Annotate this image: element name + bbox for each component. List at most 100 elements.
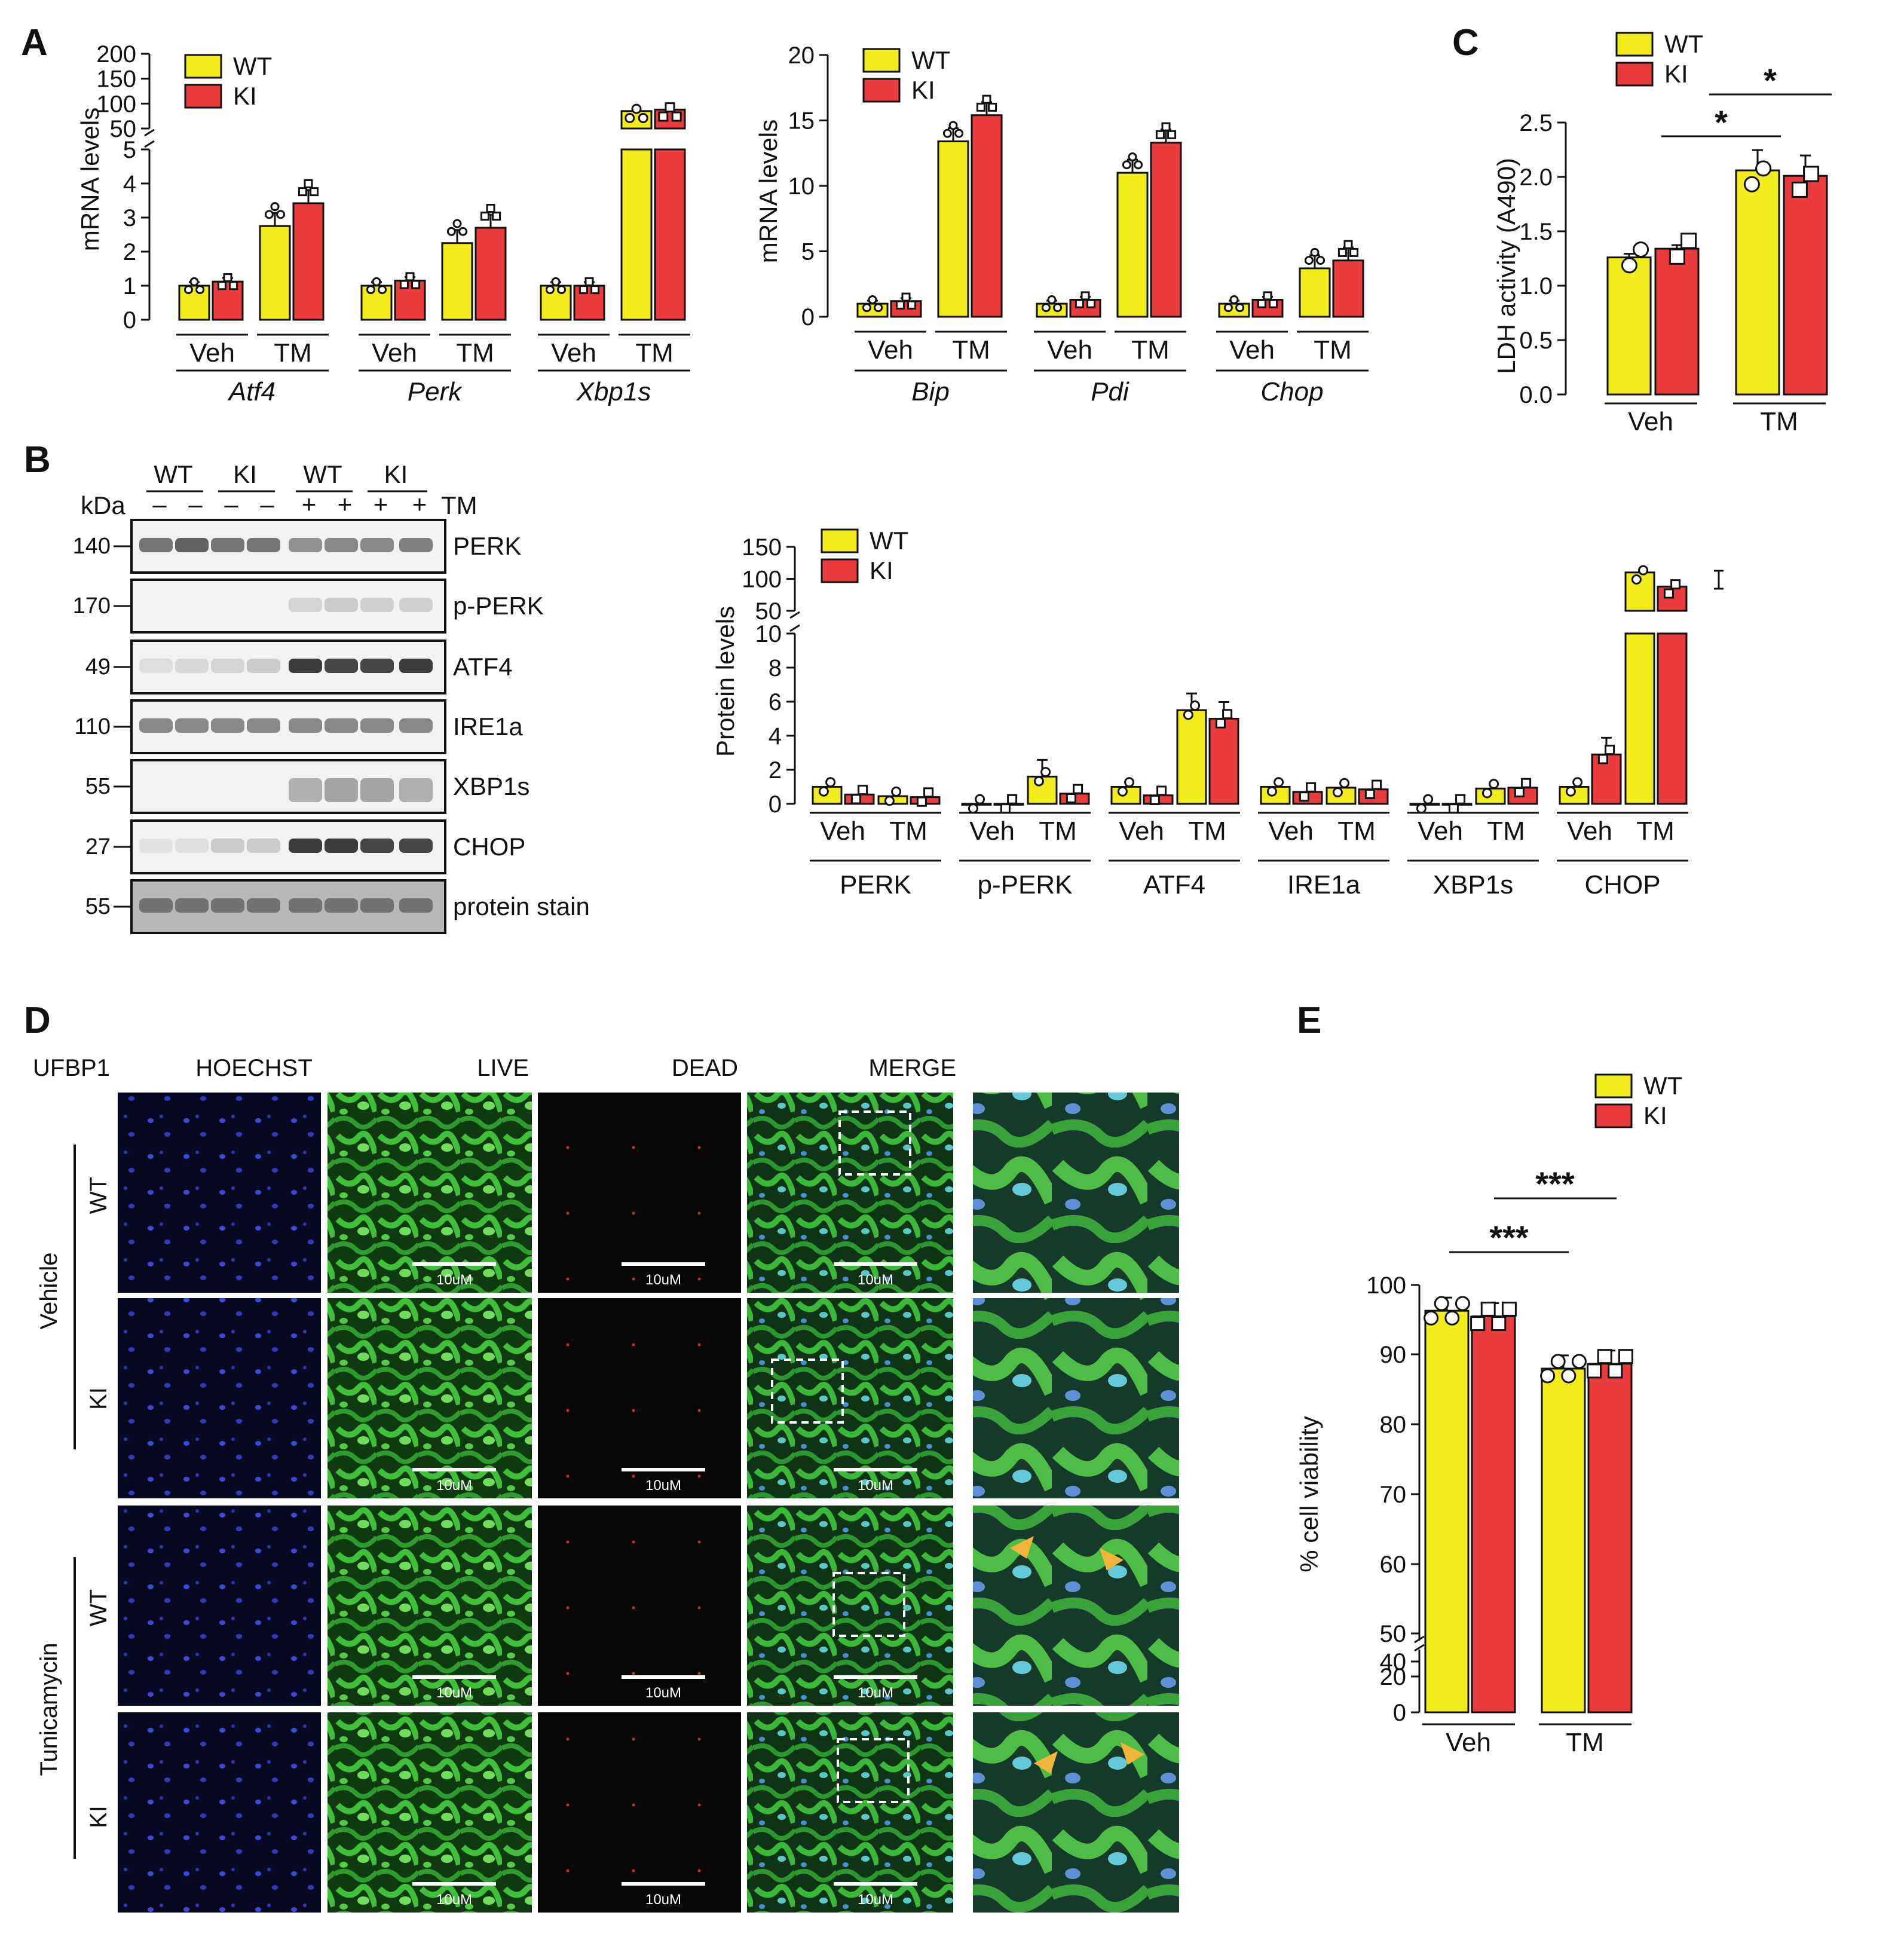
bar-wt <box>1036 302 1068 318</box>
data-point <box>874 303 883 313</box>
significance-label: *** <box>1535 1165 1575 1203</box>
column-header-dead: DEAD <box>672 1055 738 1081</box>
y-tick-label: 10 <box>788 173 815 200</box>
data-point <box>1190 700 1201 711</box>
zoom-region-box <box>771 1358 844 1424</box>
condition-label-vehicle: Vehicle <box>36 1253 62 1330</box>
scale-bar-label: 10uM <box>436 1477 472 1494</box>
axis-break-mark <box>1414 1635 1425 1644</box>
bar-ki <box>1208 718 1239 805</box>
data-point <box>229 281 238 290</box>
data-point <box>411 280 421 289</box>
condition-label: Veh <box>1119 816 1164 846</box>
bar-ki <box>890 300 922 318</box>
blot-band <box>399 778 433 802</box>
data-point <box>868 295 877 304</box>
blot-band <box>325 839 358 853</box>
zoom-image <box>973 1506 1179 1706</box>
gene-label: Chop <box>1260 377 1323 406</box>
data-point <box>1134 160 1143 170</box>
bar-ki <box>1069 299 1101 318</box>
data-point <box>884 795 895 806</box>
protein-label: PERK <box>840 870 911 899</box>
blot-band <box>211 839 244 853</box>
significance-label: * <box>1715 103 1728 141</box>
data-point <box>1156 785 1167 796</box>
dead-image <box>538 1506 741 1706</box>
tm-row-label: TM <box>441 491 477 519</box>
blot-band <box>325 598 358 612</box>
molecular-weight-label: 140 <box>73 534 111 559</box>
blot-band <box>360 659 394 673</box>
scale-bar-label: 10uM <box>436 1892 472 1908</box>
bar-ki-upper <box>1657 585 1688 612</box>
data-point <box>1223 303 1233 313</box>
y-tick-label: 150 <box>742 534 782 561</box>
protein-label: CHOP <box>1584 870 1660 899</box>
data-point <box>551 277 561 286</box>
data-point <box>1470 1316 1486 1332</box>
blot-band <box>139 659 173 673</box>
data-point <box>818 786 829 797</box>
significance-label: *** <box>1489 1219 1529 1256</box>
legend-swatch-wt <box>821 528 859 553</box>
legend-label-ki: KI <box>870 556 893 585</box>
y-tick-label: 20 <box>788 42 815 69</box>
y-tick-label: 50 <box>1380 1621 1407 1647</box>
merge-image <box>747 1298 953 1498</box>
data-point <box>1631 574 1642 585</box>
blot-band <box>399 718 433 733</box>
column-header-merge: MERGE <box>868 1055 956 1081</box>
data-point <box>1423 794 1434 804</box>
condition-label: Veh <box>189 338 235 368</box>
y-tick-label: 60 <box>1380 1552 1407 1578</box>
y-tick-label: 0 <box>769 791 782 818</box>
bar-ki <box>292 202 325 321</box>
data-point <box>907 300 917 310</box>
data-point <box>923 787 934 798</box>
scale-bar-label: 10uM <box>858 1272 893 1288</box>
hoechst-image <box>118 1712 321 1913</box>
bar-ki <box>1471 1315 1516 1714</box>
protein-label: ATF4 <box>1143 870 1205 899</box>
y-tick-label: 5 <box>801 239 815 265</box>
data-point <box>1669 248 1685 265</box>
data-point <box>658 111 669 122</box>
data-point <box>901 292 911 302</box>
data-point <box>982 94 991 104</box>
data-point <box>1266 786 1277 797</box>
bar-wt <box>259 225 291 321</box>
data-point <box>399 280 409 289</box>
legend-swatch-ki <box>184 84 222 109</box>
blot-band <box>289 659 322 673</box>
condition-label: TM <box>1636 816 1675 846</box>
bar-wt <box>540 284 572 321</box>
bar-wt <box>856 302 889 318</box>
tm-sign: + <box>412 490 427 518</box>
axis-break-mark <box>789 624 800 632</box>
blot-band <box>139 898 173 913</box>
scale-bar-label: 10uM <box>645 1272 681 1288</box>
bar-ki <box>212 280 244 321</box>
data-point <box>1117 786 1128 797</box>
data-point <box>1491 1316 1507 1332</box>
y-tick-label: 15 <box>788 108 815 134</box>
legend-label-ki: KI <box>1664 60 1688 88</box>
data-point <box>1455 1296 1470 1311</box>
data-point <box>850 794 861 804</box>
data-point <box>1183 709 1193 720</box>
condition-label: Veh <box>1047 335 1092 365</box>
y-tick-label: 6 <box>769 689 782 715</box>
blot-band <box>360 898 394 913</box>
data-point <box>264 210 274 219</box>
blot-band <box>211 538 244 552</box>
data-point <box>557 285 567 295</box>
data-point <box>942 128 952 138</box>
blot-band <box>360 538 394 552</box>
condition-label: Veh <box>868 335 913 365</box>
protein-label: XBP1s <box>1433 870 1514 899</box>
blot-band <box>289 778 322 802</box>
blot-band <box>175 718 209 733</box>
data-point <box>1080 291 1090 301</box>
